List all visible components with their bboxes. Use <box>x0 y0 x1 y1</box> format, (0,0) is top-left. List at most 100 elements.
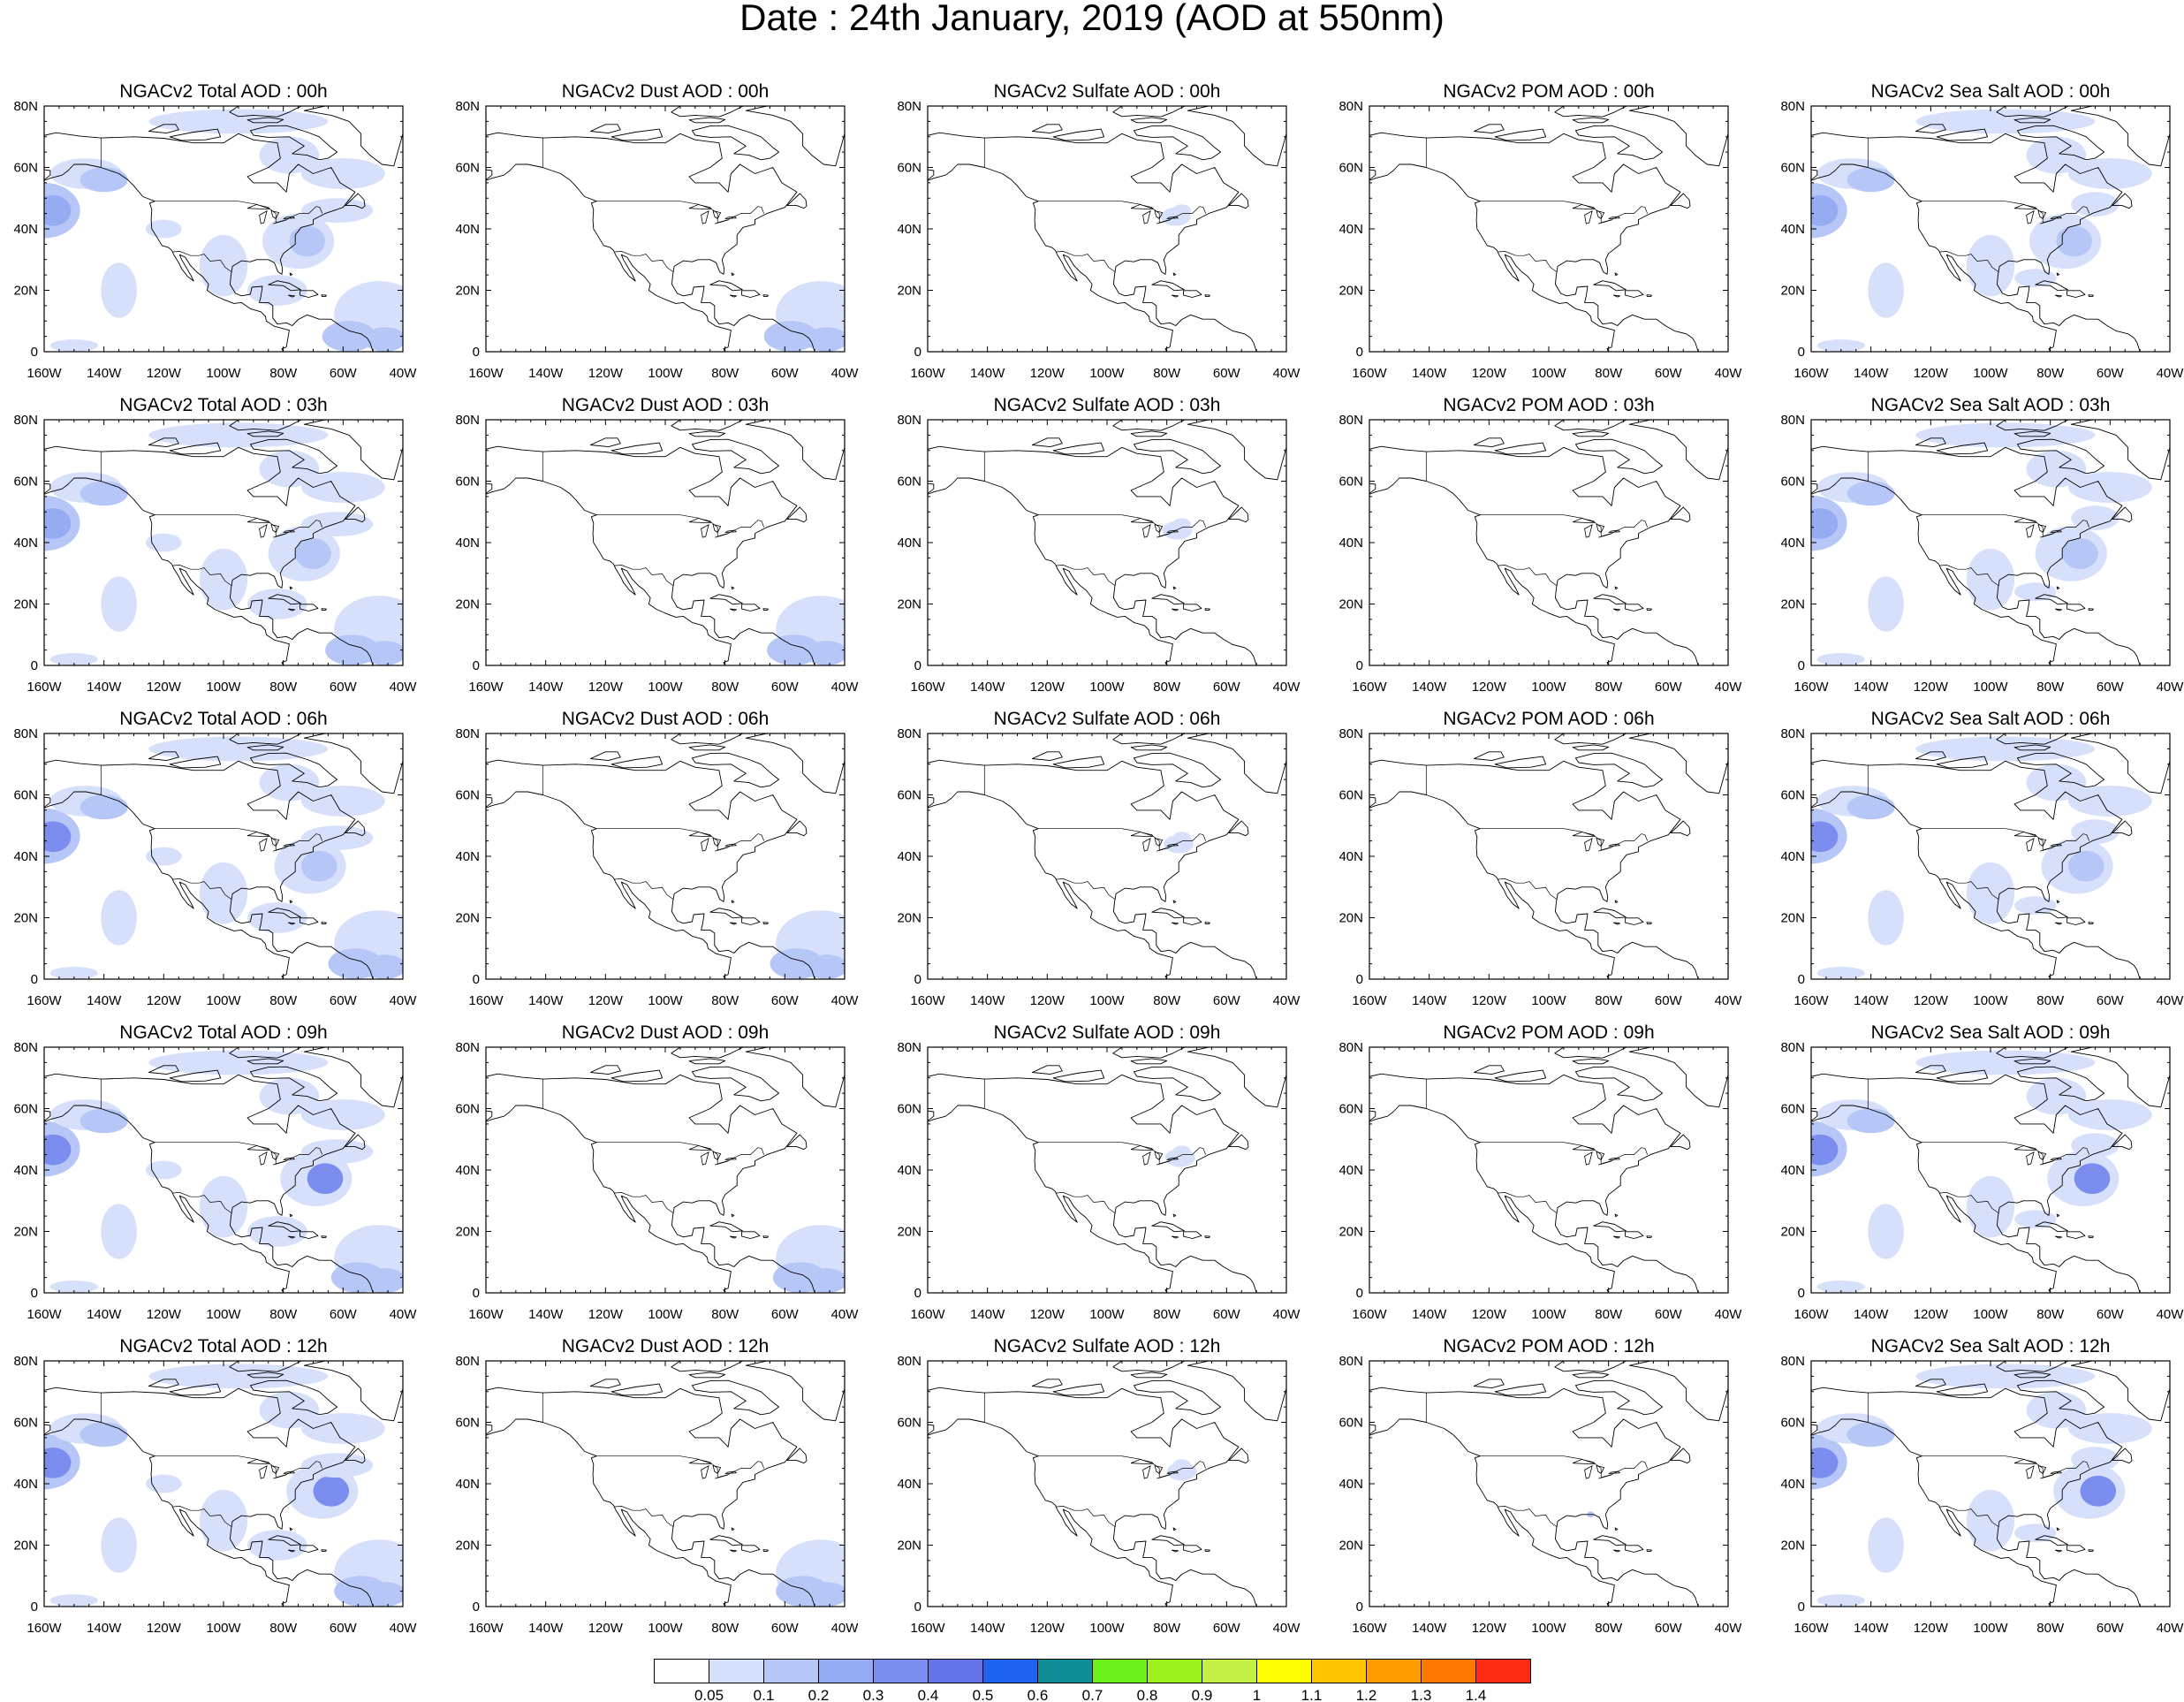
aod-region-low <box>199 548 248 611</box>
coastline <box>2070 420 2170 481</box>
coastline <box>1494 442 1547 455</box>
aod-region-low <box>247 275 307 306</box>
x-tick-label: 100W <box>1531 993 1566 1008</box>
aod-region-low <box>1816 339 1865 352</box>
aod-region-low <box>247 589 307 619</box>
x-tick-label: 140W <box>87 680 122 695</box>
coastline <box>1811 445 2141 665</box>
x-tick-label: 60W <box>330 680 358 695</box>
coastline <box>1612 922 1620 925</box>
map-plot: 160W 140W 120W 100W 80W 60W 40W 0 20N 40N 60N 80N <box>1780 726 2184 1008</box>
x-tick-label: 40W <box>831 1307 860 1322</box>
lake-outline <box>2040 219 2054 224</box>
map-plot: 160W 140W 120W 100W 80W 60W 40W 0 20N 40N 60N 80N <box>13 1354 417 1636</box>
coastline <box>1031 437 1063 448</box>
aod-region-low <box>1915 422 2096 448</box>
y-tick-label: 0 <box>473 658 480 673</box>
x-tick-label: 100W <box>206 1621 241 1636</box>
coastline <box>729 294 737 298</box>
map-plot: 160W 140W 120W 100W 80W 60W 40W 0 20N 40N 60N 80N <box>455 99 859 381</box>
y-tick-label: 0 <box>473 345 480 360</box>
coastline <box>731 1213 735 1218</box>
aod-region-low <box>300 786 385 817</box>
coastline <box>2013 1371 2051 1379</box>
coastline <box>709 908 743 919</box>
lake-outline <box>2037 1151 2047 1161</box>
x-tick-label: 160W <box>1352 366 1387 381</box>
y-tick-label: 0 <box>1356 972 1363 987</box>
y-tick-label: 60N <box>455 475 480 490</box>
coastline <box>2112 1447 2133 1464</box>
y-tick-label: 20N <box>1780 1225 1805 1240</box>
y-tick-label: 60N <box>1338 475 1363 490</box>
y-tick-label: 0 <box>1798 658 1805 673</box>
coastline <box>2056 900 2060 904</box>
y-tick-label: 80N <box>1338 1354 1363 1369</box>
x-tick-label: 100W <box>1531 1621 1566 1636</box>
border-line <box>172 1506 232 1528</box>
coastline <box>1614 1213 1619 1218</box>
aod-region-mid <box>364 1268 403 1293</box>
coastline <box>486 445 815 665</box>
y-tick-label: 40N <box>455 536 480 551</box>
coastline <box>610 1383 664 1396</box>
x-tick-label: 40W <box>390 993 418 1008</box>
coastline <box>300 290 319 298</box>
x-tick-label: 160W <box>910 993 945 1008</box>
coastline <box>2056 272 2060 277</box>
x-tick-label: 120W <box>147 1307 182 1322</box>
x-tick-label: 160W <box>1352 993 1387 1008</box>
panel-title: NGACv2 Total AOD : 09h <box>119 1022 328 1043</box>
x-tick-label: 100W <box>1089 1307 1125 1322</box>
coastline <box>1187 1361 1286 1422</box>
coastline <box>2088 1235 2094 1238</box>
coastline <box>691 438 780 475</box>
map-panel-seasalt-06h: NGACv2 Sea Salt AOD : 06h 160W 140W 120W 100… <box>1767 627 2184 1008</box>
aod-region-low <box>1915 1364 2096 1389</box>
lake-outline <box>1156 1474 1171 1479</box>
panel-title: NGACv2 POM AOD : 12h <box>1443 1336 1655 1356</box>
coastline <box>1554 420 1627 431</box>
coastline <box>148 124 179 134</box>
coastline <box>1171 608 1179 612</box>
x-tick-label: 120W <box>588 680 624 695</box>
coastline <box>268 1535 301 1546</box>
coastline <box>345 1447 366 1464</box>
lake-outline <box>712 1464 722 1475</box>
aod-region-low <box>300 1099 385 1130</box>
border-line <box>1056 251 1116 273</box>
x-tick-label: 100W <box>1973 993 2008 1008</box>
coastline <box>671 1361 744 1372</box>
aod-region-peak <box>1811 821 1839 853</box>
coastline <box>2035 280 2068 292</box>
x-tick-label: 120W <box>147 993 182 1008</box>
x-tick-label: 60W <box>1655 366 1683 381</box>
coastline <box>1112 106 1186 118</box>
map-plot: 160W 140W 120W 100W 80W 60W 40W 0 20N 40N 60N 80N <box>1338 413 1742 695</box>
coastline <box>1593 1221 1627 1233</box>
lake-outline <box>1154 209 1164 220</box>
coastline <box>2013 744 2051 751</box>
lake-outline <box>273 219 287 224</box>
coastline <box>2066 1545 2086 1553</box>
aod-region-mid <box>1847 1108 1895 1134</box>
x-tick-label: 100W <box>1089 680 1125 695</box>
aod-region-low <box>1816 967 1865 979</box>
aod-region-low <box>1816 1280 1865 1293</box>
x-tick-label: 140W <box>1854 680 1889 695</box>
x-tick-label: 80W <box>1595 993 1623 1008</box>
coastline <box>289 900 293 904</box>
coastline <box>169 1383 222 1396</box>
coastline <box>1574 1379 1664 1416</box>
coastline <box>1228 1134 1249 1151</box>
coastline <box>928 132 1257 352</box>
aod-region-low <box>1172 1459 1191 1472</box>
aod-region-mid <box>1847 794 1895 820</box>
aod-region-low <box>1172 832 1191 845</box>
coastline <box>303 1047 403 1108</box>
coastline <box>1915 124 1946 134</box>
coastline <box>1574 438 1664 475</box>
x-tick-label: 120W <box>1030 680 1065 695</box>
colorbar-label: 0.6 <box>1028 1687 1049 1702</box>
lake-outline <box>715 847 729 852</box>
